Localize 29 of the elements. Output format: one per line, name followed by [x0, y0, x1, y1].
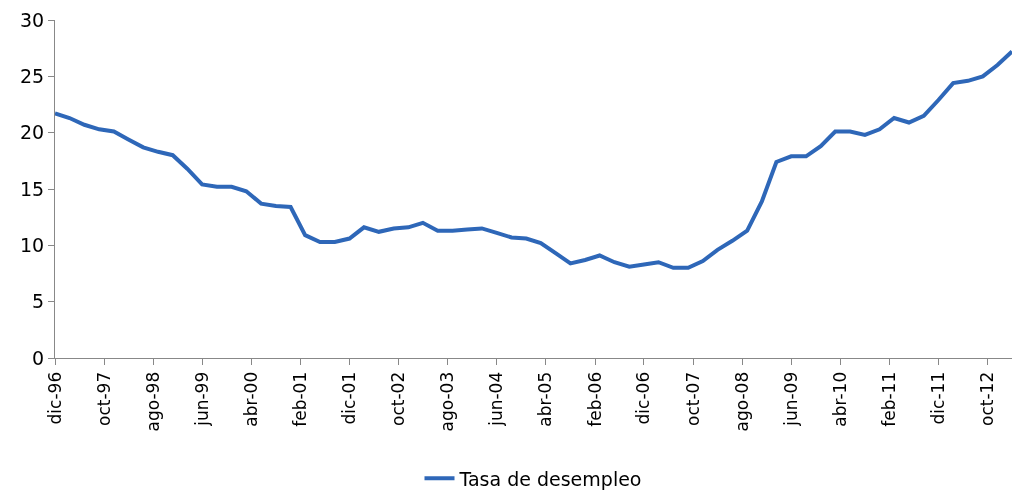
x-tick-label: feb-11: [879, 371, 900, 427]
y-tick-label: 10: [20, 233, 45, 256]
line-series: [55, 49, 1012, 270]
y-tick-label: 25: [20, 64, 45, 87]
x-tick-label: ago-08: [731, 371, 752, 432]
x-tick-label: abr-10: [829, 371, 850, 427]
x-tick-label: abr-05: [535, 371, 556, 427]
x-tick-label: oct-12: [977, 371, 998, 426]
x-tick-label: oct-02: [388, 371, 409, 426]
x-tick-label: jun-99: [191, 371, 212, 427]
y-tick-label: 20: [20, 121, 45, 144]
x-tick-label: ago-03: [437, 371, 458, 432]
x-tick-label: oct-07: [682, 371, 703, 426]
x-tick-label: oct-97: [93, 371, 114, 426]
x-tick-label: dic-01: [339, 371, 360, 425]
x-tick-label: feb-01: [290, 371, 311, 427]
x-tick-label: feb-06: [584, 371, 605, 427]
x-tick-label: jun-04: [486, 371, 507, 427]
x-tick-label: jun-09: [780, 371, 801, 427]
x-tick-label: abr-00: [240, 371, 261, 427]
x-tick-label: dic-11: [927, 371, 948, 425]
x-tick-label: dic-96: [44, 371, 65, 425]
y-tick-label: 15: [20, 177, 45, 200]
x-tick-label: ago-98: [142, 371, 163, 432]
y-tick-label: 0: [32, 346, 45, 369]
x-tick-label: dic-06: [633, 371, 654, 425]
legend-label: Tasa de desempleo: [458, 467, 642, 490]
y-tick-label: 30: [20, 8, 45, 31]
y-tick-label: 5: [32, 290, 45, 313]
